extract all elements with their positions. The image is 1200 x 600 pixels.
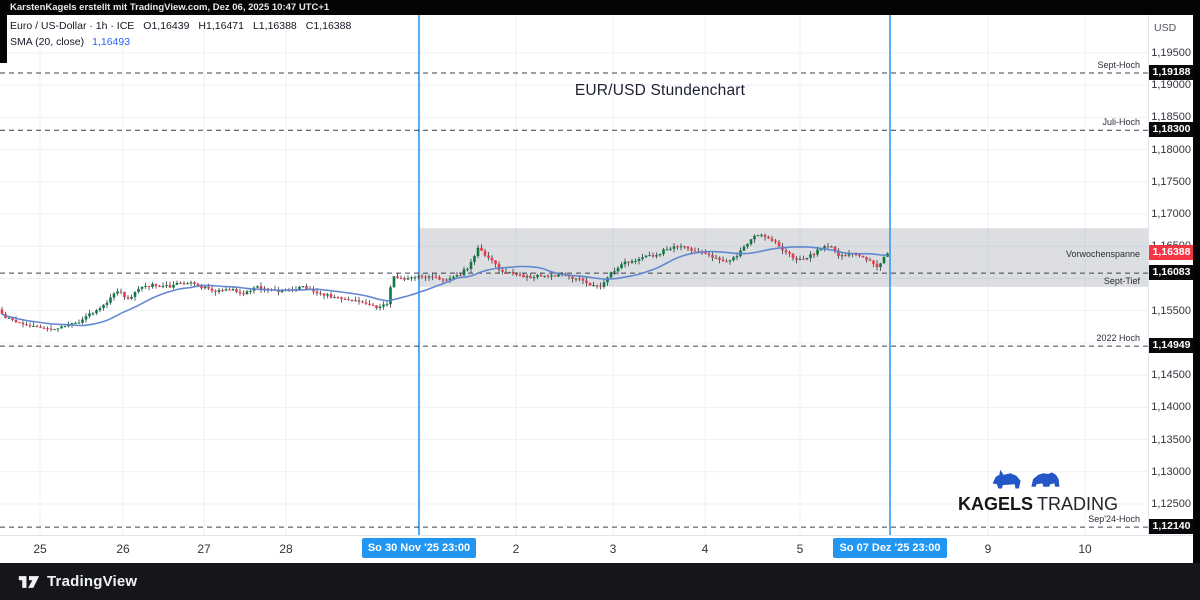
price-tick: 1,12500 — [1151, 497, 1191, 510]
price-tick: 1,19500 — [1151, 46, 1191, 59]
time-tick: 5 — [796, 542, 804, 556]
ohlc-low: L1,16388 — [252, 20, 297, 32]
tradingview-logo-text: TradingView — [47, 573, 138, 590]
ohlc-high: H1,16471 — [198, 20, 244, 32]
price-tick: 1,15500 — [1151, 304, 1191, 317]
frame-right-edge — [1193, 0, 1200, 600]
symbol-legend[interactable]: Euro / US-Dollar · 1h · ICE O1,16439 H1,16… — [10, 18, 351, 34]
kagels-light: TRADING — [1037, 494, 1119, 514]
footer-bar: TradingView — [0, 563, 1200, 600]
symbol-name: Euro / US-Dollar · 1h · ICE — [10, 20, 135, 32]
tradingview-mark-icon — [18, 575, 40, 588]
price-tick: 1,18500 — [1151, 111, 1191, 124]
price-axis[interactable]: 1,19500 1,19000 1,18500 1,18000 1,17500 1,170… — [1148, 15, 1194, 563]
indicator-name: SMA (20, close) — [10, 36, 85, 48]
last-price-badge: 1,16388 — [1149, 245, 1194, 261]
level-label-sep24-hoch: Sep'24-Hoch — [1088, 514, 1140, 525]
price-tick: 1,17500 — [1151, 175, 1191, 188]
bear-icon — [1031, 472, 1060, 487]
time-tick: 4 — [701, 542, 709, 556]
level-label-juli-hoch: Juli-Hoch — [1102, 117, 1140, 128]
sma-line — [1, 245, 888, 327]
price-tick: 1,14000 — [1151, 401, 1191, 414]
price-tick: 1,14500 — [1151, 369, 1191, 382]
time-tick: 27 — [197, 542, 211, 556]
session-badge: So 30 Nov '25 23:00 — [362, 538, 476, 558]
time-tick: 26 — [116, 542, 130, 556]
level-lines — [0, 72, 1148, 528]
bull-icon — [992, 469, 1021, 489]
session-badge: So 07 Dez '25 23:00 — [833, 538, 947, 558]
time-tick: 28 — [279, 542, 293, 556]
tradingview-logo: TradingView — [18, 573, 137, 590]
time-tick: 2 — [512, 542, 520, 556]
ohlc-close: C1,16388 — [305, 20, 352, 32]
price-tick: 1,18000 — [1151, 143, 1191, 156]
kagels-trading-logo: KAGELS TRADING — [958, 468, 1118, 515]
price-axis-unit: USD — [1154, 22, 1177, 34]
vorwochenspanne-band — [419, 228, 1148, 287]
time-tick: 25 — [33, 542, 47, 556]
kagels-bold: KAGELS — [958, 494, 1034, 514]
price-tick: 1,13500 — [1151, 433, 1191, 446]
price-tick: 1,17000 — [1151, 208, 1191, 220]
time-tick: 9 — [984, 542, 992, 556]
time-axis[interactable]: 25 26 27 28 2 3 4 5 9 10 So 30 Nov '25 23:00 So 07 … — [0, 535, 1193, 564]
level-price-badge: 1,14949 — [1149, 338, 1194, 354]
level-label-sept-hoch: Sept-Hoch — [1097, 60, 1140, 70]
kagels-wordmark: KAGELS TRADING — [958, 494, 1118, 515]
frame-notch — [0, 15, 7, 63]
attribution-bar: KarstenKagels erstellt mit TradingView.c… — [0, 0, 1200, 15]
level-label-2022-hoch: 2022 Hoch — [1096, 333, 1140, 344]
level-label-sept-tief: Sept-Tief — [1103, 276, 1140, 287]
indicator-value: 1,16493 — [92, 36, 131, 48]
price-tick: 1,13000 — [1151, 465, 1191, 478]
time-tick: 10 — [1078, 542, 1092, 556]
level-price-badge: 1,18300 — [1149, 122, 1194, 138]
chart-title: EUR/USD Stundenchart — [574, 82, 746, 99]
price-tick: 1,19000 — [1151, 79, 1191, 92]
level-price-badge: 1,19188 — [1149, 65, 1194, 80]
session-lines — [418, 15, 891, 535]
ohlc-open: O1,16439 — [143, 20, 190, 32]
indicator-legend[interactable]: SMA (20, close) 1,16493 — [10, 34, 130, 50]
time-tick: 3 — [609, 542, 617, 556]
level-price-badge: 1,16083 — [1149, 265, 1194, 281]
level-price-badge: 1,12140 — [1149, 519, 1194, 535]
level-label-vorwochenspanne: Vorwochenspanne — [1065, 249, 1140, 260]
